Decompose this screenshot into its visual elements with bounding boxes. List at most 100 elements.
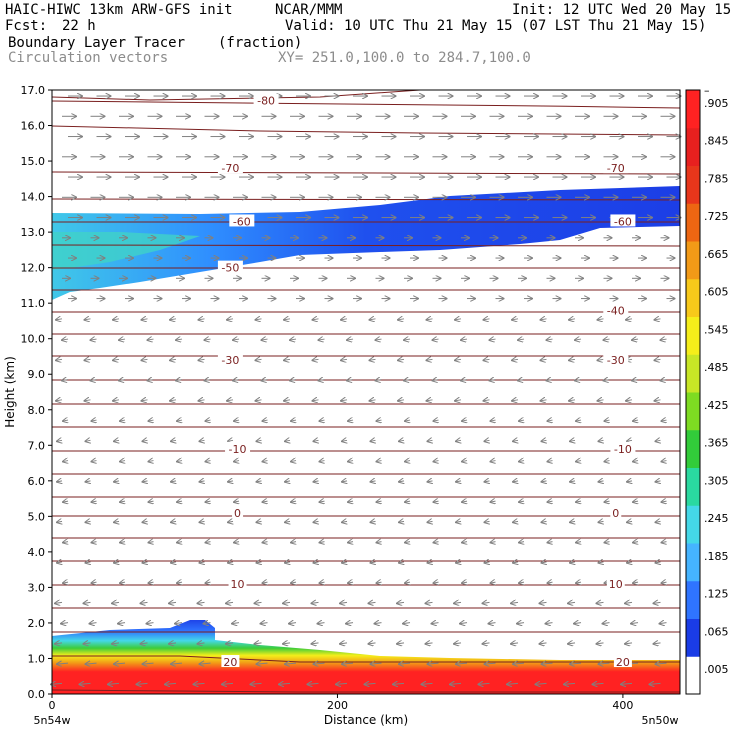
wind-vector [655,400,661,401]
wind-vector [485,440,490,441]
wind-vector [169,643,177,644]
contour-label: -30 [221,354,239,367]
wind-vector [371,562,376,563]
y-tick-label: 6.0 [28,475,46,488]
wind-vector [604,339,610,340]
colorbar-swatch [686,316,700,355]
wind-vector [547,339,553,340]
wind-vector [655,359,661,360]
wind-vector [398,319,405,320]
wind-vector [346,623,354,624]
contour-label-bg [606,576,625,589]
wind-vector [428,663,439,664]
wind-vector [314,562,319,563]
wind-vector [314,521,319,522]
wind-vector [428,562,433,563]
y-tick-label: 4.0 [28,546,46,559]
wind-vector [377,542,382,543]
contour-label: -60 [233,215,251,228]
wind-vector [177,420,182,421]
wind-vector [120,501,125,502]
wind-vector [512,359,519,360]
wind-vector [112,643,120,644]
wind-vector [491,542,496,543]
wind-vector [570,481,575,482]
wind-vector [656,663,667,664]
wind-vector [177,501,182,502]
wind-vector [228,521,233,522]
wind-vector [340,643,348,644]
wind-vector [376,380,382,381]
wind-vector [92,501,97,502]
wind-vector [603,623,610,624]
wind-vector [662,582,667,583]
wind-vector [399,562,404,563]
x-start-location: 5n54w [34,714,71,727]
wind-vector [627,521,632,522]
field-units: (fraction) [218,35,303,51]
wind-vector [519,420,524,421]
wind-vector [662,501,667,502]
wind-vector [490,339,496,340]
wind-vector [86,562,91,563]
wind-vector [462,420,467,421]
colorbar-label: .245 [704,512,729,525]
wind-vector [511,602,519,603]
wind-vector [206,501,211,502]
wind-vector [313,400,319,401]
y-tick-label: 13.0 [21,226,46,239]
wind-vector [234,501,239,502]
wind-vector [257,481,262,482]
colorbar-label: .905 [704,97,729,110]
wind-vector [399,521,404,522]
wind-vector [422,683,433,684]
wind-vector [120,420,125,421]
wind-vector [341,319,348,320]
contour-label-bg [228,576,247,589]
wind-vector [55,643,63,644]
wind-vector [57,481,62,482]
wind-vector [484,359,490,360]
wind-vector [171,562,176,563]
wind-vector [63,542,68,543]
wind-vector [633,542,638,543]
wind-vector [262,380,268,381]
wind-vector [205,380,211,381]
wind-vector [661,380,667,381]
contour-label: -50 [221,262,239,275]
wind-vector [568,643,576,644]
y-tick-label: 15.0 [21,155,46,168]
colorbar-label: .185 [704,550,729,563]
wind-vector [320,542,325,543]
y-axis-label: Height (km) [3,356,17,427]
wind-vector [92,582,97,583]
wind-vector [312,602,319,603]
wind-vector [598,319,604,320]
wind-vector [426,643,433,644]
wind-vector [251,683,262,684]
wind-vector [149,582,154,583]
wind-vector [398,400,405,401]
x-axis-label: Distance (km) [324,713,408,727]
wind-vector [428,521,433,522]
wind-vector [518,380,525,381]
wind-vector [143,663,154,664]
wind-vector [632,380,639,381]
contour-label: -60 [614,215,632,228]
wind-vector [348,461,353,462]
wind-vector [605,542,610,543]
wind-vector [342,521,347,522]
wind-vector [548,542,553,543]
wind-vector [114,521,119,522]
y-axis: 0.0 1.0 2.0 3.0 4.0 5.0 6.0 7.0 8.0 9.0 10.0 11.0 12… [21,84,52,701]
colorbar-label: .785 [704,172,729,185]
y-tick-label: 3.0 [28,581,46,594]
wind-vector [654,602,661,603]
wind-vector [261,623,268,624]
x-tick-label: 400 [612,699,633,712]
wind-vector [312,643,319,644]
contour-label: -70 [607,162,625,175]
colorbar-label: .005 [704,663,729,676]
wind-vector [92,420,97,421]
wind-vector [376,339,382,340]
